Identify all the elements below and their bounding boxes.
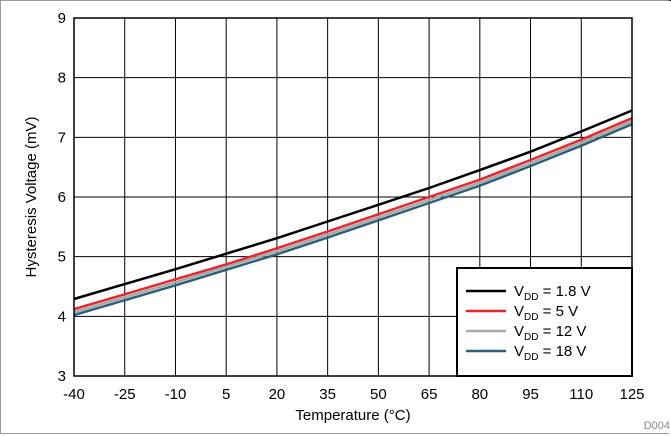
plot-border (73, 17, 633, 377)
series-line-3 (73, 120, 633, 314)
series-line-1 (73, 109, 633, 301)
y-tick-label: 6 (58, 189, 66, 206)
x-tick-label: -25 (114, 386, 136, 403)
legend-label-4: VDD = 18 V (514, 343, 586, 363)
legend-label-1: VDD = 1.8 V (514, 283, 591, 303)
x-tick-label: -10 (165, 386, 187, 403)
x-tick-label: 35 (319, 386, 336, 403)
x-tick-label: 125 (619, 386, 644, 403)
legend-label-3: VDD = 12 V (514, 323, 586, 343)
x-tick-label: 65 (421, 386, 438, 403)
y-tick-label: 5 (58, 249, 66, 266)
x-tick-label: 20 (269, 386, 286, 403)
x-tick-label: 80 (471, 386, 488, 403)
x-axis-label: Temperature (°C) (295, 407, 410, 424)
y-tick-label: 3 (58, 368, 66, 385)
x-tick-label: 110 (569, 386, 593, 403)
legend-label-2: VDD = 5 V (514, 303, 578, 323)
series-line-4 (73, 123, 633, 317)
figure-id: D004 (644, 420, 670, 432)
legend-box (456, 267, 633, 377)
y-tick-label: 7 (58, 129, 66, 146)
y-tick-labels: 3 4 5 6 7 8 9 (58, 10, 66, 385)
y-axis-label: Hysteresis Voltage (mV) (23, 117, 40, 278)
y-tick-label: 4 (58, 308, 66, 325)
x-tick-label: -40 (63, 386, 85, 403)
x-tick-label: 5 (222, 386, 230, 403)
y-tick-label: 8 (58, 70, 66, 87)
x-tick-label: 95 (522, 386, 539, 403)
x-tick-label: 50 (370, 386, 387, 403)
y-tick-label: 9 (58, 10, 66, 27)
series-lines (73, 109, 633, 317)
x-tick-labels: -40 -25 -10 5 20 35 50 65 80 95 110 125 (63, 386, 644, 403)
series-line-2 (73, 117, 633, 311)
